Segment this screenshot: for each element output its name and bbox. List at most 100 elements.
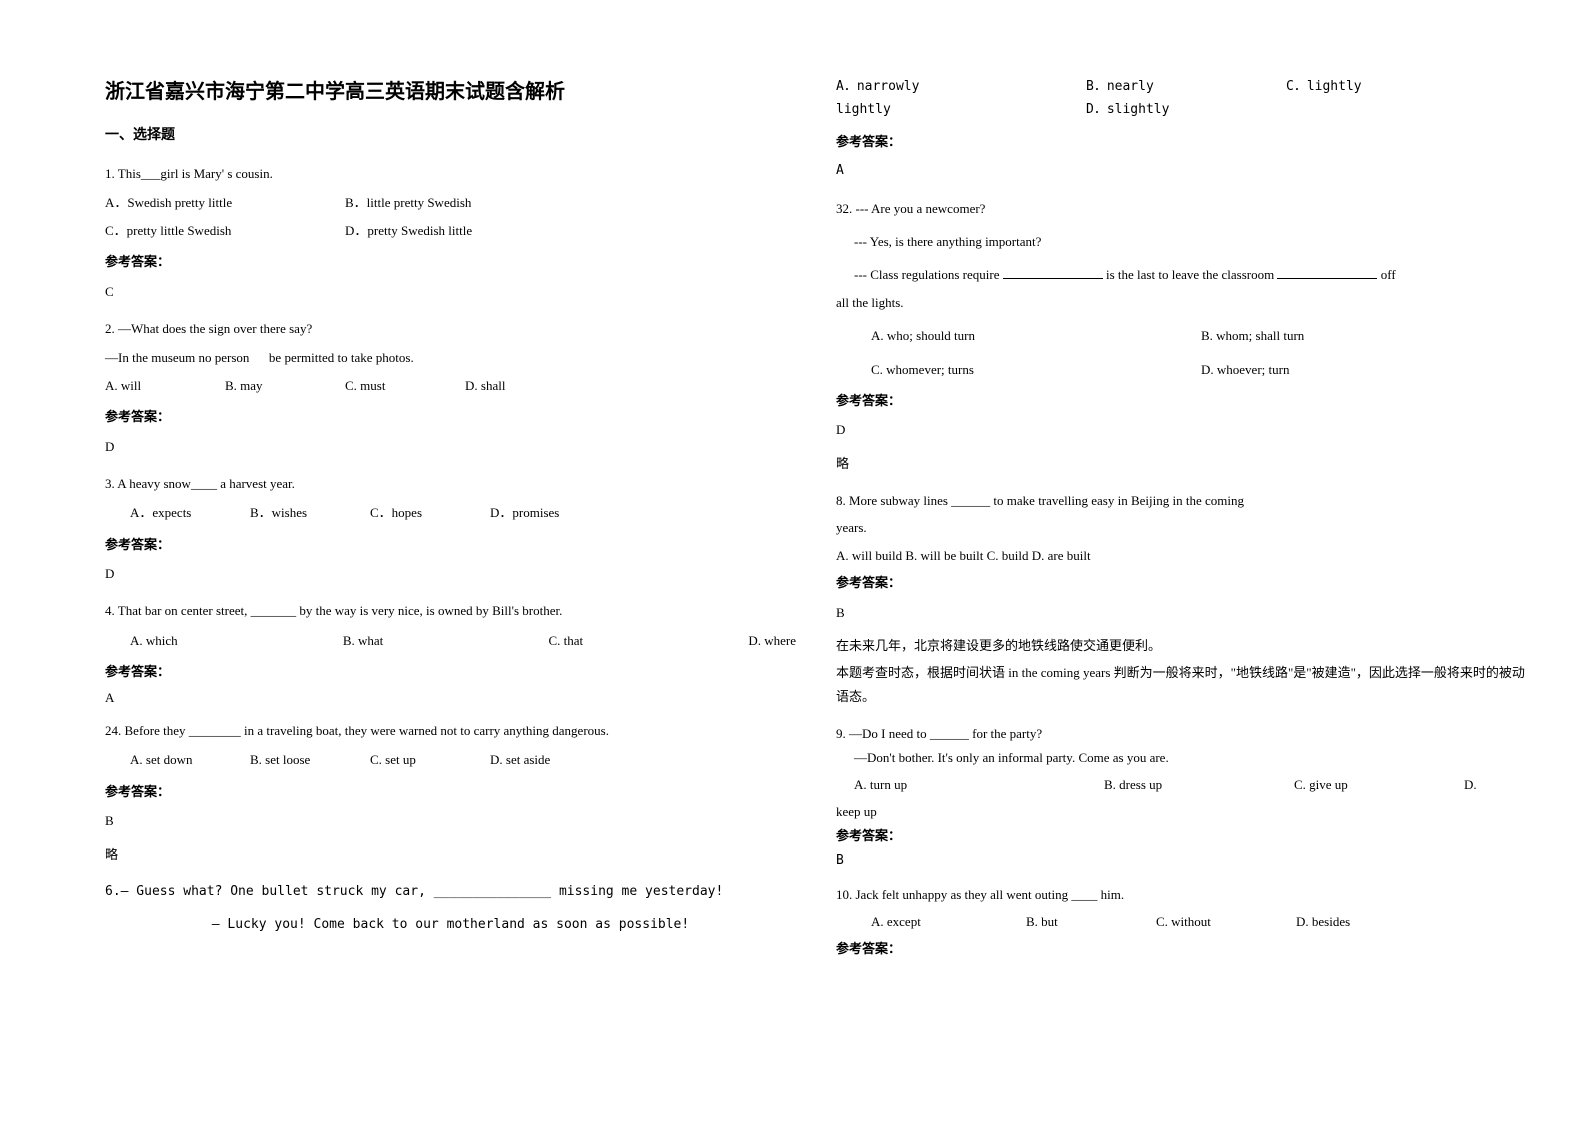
option-c: C．lightly [1286,75,1386,98]
answer-value: D [105,562,796,585]
option-b: B. but [1026,910,1156,933]
options-line: A. will build B. will be built C. build … [836,544,1527,567]
option-c: C. give up [1294,773,1464,796]
question-subline: years. [836,516,1527,539]
answer-value: D [105,435,796,458]
left-column: 浙江省嘉兴市海宁第二中学高三英语期末试题含解析 一、选择题 1. This___… [105,75,816,1082]
option-a: A. except [871,910,1026,933]
option-d: D. where [748,629,796,652]
answer-label: 参考答案： [836,130,1527,153]
question-block: 8. More subway lines ______ to make trav… [836,489,1527,708]
text-pre: --- Class regulations require [854,267,1003,282]
question-text: 2. —What does the sign over there say? [105,317,796,340]
question-block: 9. —Do I need to ______ for the party? —… [836,722,1527,872]
answer-label: 参考答案： [105,780,796,803]
option-c: C. whomever; turns [871,358,1201,381]
question-subline: —Don't bother. It's only an informal par… [836,746,1527,769]
question-block: 6.— Guess what? One bullet struck my car… [105,880,796,937]
question-block: 4. That bar on center street, _______ by… [105,599,796,709]
answer-label: 参考答案： [105,533,796,556]
option-d: D. besides [1296,910,1350,933]
question-text: 32. --- Are you a newcomer? [836,197,1527,220]
explanation: 在未来几年，北京将建设更多的地铁线路使交通更便利。 [836,634,1527,657]
answer-note: 略 [836,452,1527,475]
question-block: 3. A heavy snow____ a harvest year. A．ex… [105,472,796,586]
question-subline: all the lights. [836,291,1527,314]
answer-label: 参考答案： [105,660,796,683]
options-row: A. which B. what C. that D. where [105,629,796,652]
answer-value: B [836,849,1527,872]
answer-value: A [105,686,796,709]
option-c: C．pretty little Swedish [105,219,345,242]
options-row: A. except B. but C. without D. besides [836,910,1527,933]
opt-c-label: lightly [836,98,896,121]
answer-label: 参考答案： [836,389,1527,412]
option-b: B．wishes [250,501,370,524]
question-block: 1. This___girl is Mary' s cousin. A．Swed… [105,162,796,303]
option-c: C．hopes [370,501,490,524]
answer-value: B [836,601,1527,624]
question-block: 32. --- Are you a newcomer? --- Yes, is … [836,197,1527,476]
question-text: 10. Jack felt unhappy as they all went o… [836,883,1527,906]
answer-label: 参考答案： [105,405,796,428]
document-title: 浙江省嘉兴市海宁第二中学高三英语期末试题含解析 [105,75,796,104]
answer-value: C [105,280,796,303]
sub-text-pre: —In the museum no person [105,350,249,365]
options-row: A. turn up B. dress up C. give up D. [836,773,1527,796]
question-block: 2. —What does the sign over there say? —… [105,317,796,458]
option-d: D. shall [465,374,585,397]
option-d: D．slightly [1086,98,1169,121]
option-d: D. set aside [490,748,610,771]
answer-label: 参考答案： [836,937,1527,960]
question-subline: — Lucky you! Come back to our motherland… [105,913,796,936]
question-text: 24. Before they ________ in a traveling … [105,719,796,742]
options-row: A．Swedish pretty little B．little pretty … [105,191,796,214]
question-text: 4. That bar on center street, _______ by… [105,599,796,622]
explanation: 本题考查时态，根据时间状语 in the coming years 判断为一般将… [836,661,1527,708]
options-row: A．expects B．wishes C．hopes D．promises [105,501,796,524]
options-row-line2: lightly D．slightly [836,98,1527,121]
question-text: 3. A heavy snow____ a harvest year. [105,472,796,495]
answer-value: A [836,159,1527,182]
option-b: B. set loose [250,748,370,771]
option-b: B. whom; shall turn [1201,324,1304,347]
sub-text-post: be permitted to take photos. [269,350,414,365]
answer-value: D [836,418,1527,441]
text-post: off [1377,267,1395,282]
option-a: A．Swedish pretty little [105,191,345,214]
option-c: C. that [548,629,583,652]
blank [1003,266,1103,279]
option-a: A. turn up [854,773,1104,796]
option-b: B．little pretty Swedish [345,191,585,214]
option-d-cont: keep up [836,800,1527,823]
question-text: 8. More subway lines ______ to make trav… [836,489,1527,512]
options-row: A. who; should turn B. whom; shall turn [836,324,1527,347]
question-subline: --- Yes, is there anything important? [836,230,1527,253]
option-d-prefix: D. [1464,773,1477,796]
question-block: 10. Jack felt unhappy as they all went o… [836,883,1527,961]
options-row: A．narrowly B．nearly C．lightly [836,75,1527,98]
option-c: C. must [345,374,465,397]
option-b: B．nearly [1086,75,1286,98]
option-a: A. who; should turn [871,324,1201,347]
option-c: C. without [1156,910,1296,933]
option-a: A. will [105,374,225,397]
right-column: A．narrowly B．nearly C．lightly lightly D．… [816,75,1527,1082]
option-b: B. what [343,629,383,652]
question-block: A．narrowly B．nearly C．lightly lightly D．… [836,75,1527,183]
question-subline: --- Class regulations require is the las… [836,263,1527,286]
question-subline: —In the museum no person be permitted to… [105,346,796,369]
question-block: 24. Before they ________ in a traveling … [105,719,796,866]
option-d: D．promises [490,501,610,524]
question-text: 9. —Do I need to ______ for the party? [836,722,1527,745]
options-row: C．pretty little Swedish D．pretty Swedish… [105,219,796,242]
option-d: D. whoever; turn [1201,358,1289,381]
option-b: B. dress up [1104,773,1294,796]
option-a: A. which [130,629,178,652]
option-c: C. set up [370,748,490,771]
question-text: 6.— Guess what? One bullet struck my car… [105,880,796,903]
section-header: 一、选择题 [105,124,796,144]
options-row: A. will B. may C. must D. shall [105,374,796,397]
blank [1277,266,1377,279]
question-text: 1. This___girl is Mary' s cousin. [105,162,796,185]
